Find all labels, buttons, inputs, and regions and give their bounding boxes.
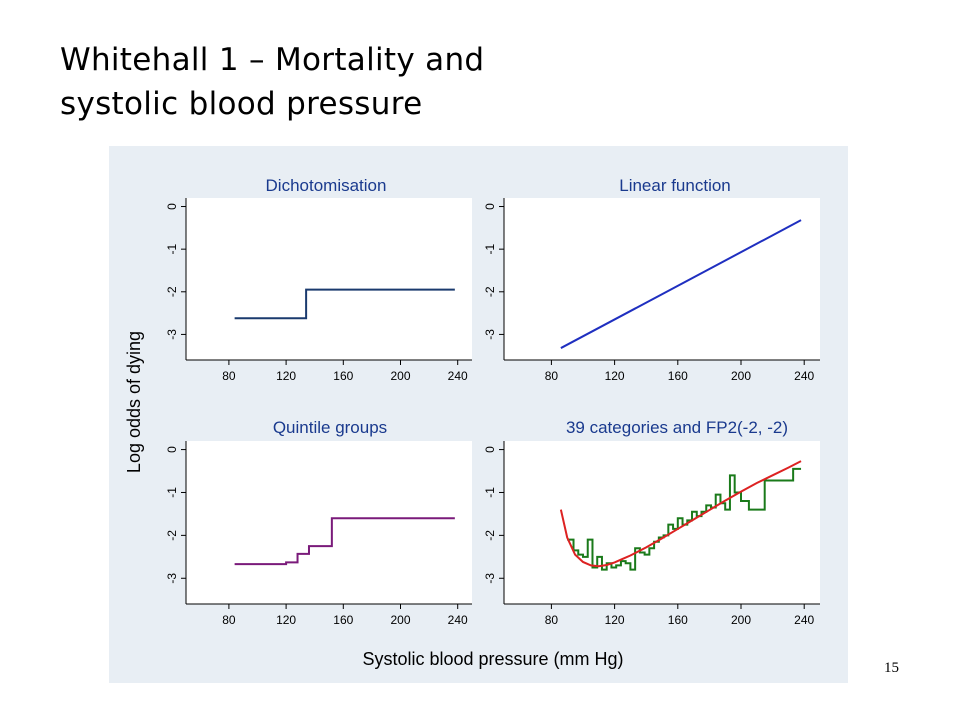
- y-tick-label: -1: [483, 487, 497, 498]
- y-tick-label: -2: [165, 530, 179, 541]
- chart-panel-3: Quintile groups 80 120 160 200 240 0 -1 -2 -3: [165, 418, 472, 627]
- y-tick-label: -2: [165, 286, 179, 297]
- page-number: 15: [884, 660, 899, 676]
- y-tick-label: -2: [483, 530, 497, 541]
- plot-area: [504, 441, 820, 604]
- x-tick-label: 120: [605, 613, 625, 627]
- x-tick-label: 80: [222, 613, 236, 627]
- y-tick-label: -1: [483, 243, 497, 254]
- series-line-1: [234, 288, 455, 320]
- y-axis-label: Log odds of dying: [124, 331, 144, 473]
- x-tick-label: 160: [668, 613, 688, 627]
- x-tick-label: 80: [222, 369, 236, 383]
- slide-title: Whitehall 1 – Mortality and systolic blo…: [60, 38, 484, 126]
- panel-title: Linear function: [619, 176, 731, 195]
- x-tick-label: 240: [794, 369, 814, 383]
- series-line-2: [559, 460, 802, 568]
- panel-title: Dichotomisation: [266, 176, 387, 195]
- x-tick-label: 160: [333, 369, 353, 383]
- x-tick-label: 120: [276, 613, 296, 627]
- chart-panel-1: Dichotomisation 80 120 160 200 240 0 -1 -2 -3: [165, 176, 472, 383]
- plot-area: [186, 198, 472, 360]
- y-tick-label: 0: [483, 203, 497, 210]
- x-tick-label: 240: [794, 613, 814, 627]
- panel-title: 39 categories and FP2(-2, -2): [566, 418, 788, 437]
- plot-area: [186, 441, 472, 604]
- plot-area: [504, 198, 820, 360]
- y-tick-label: 0: [165, 203, 179, 210]
- panel-title: Quintile groups: [273, 418, 387, 437]
- y-tick-label: -3: [165, 573, 179, 584]
- x-tick-label: 160: [668, 369, 688, 383]
- y-tick-label: -1: [165, 243, 179, 254]
- slide-title-line-1: Whitehall 1 – Mortality and: [60, 42, 485, 78]
- x-tick-label: 200: [731, 613, 751, 627]
- x-tick-label: 80: [545, 613, 559, 627]
- y-tick-label: -3: [165, 329, 179, 340]
- x-tick-label: 160: [333, 613, 353, 627]
- chart-panel-4: 39 categories and FP2(-2, -2) 80 120 160 200…: [483, 418, 820, 627]
- y-tick-label: -1: [165, 487, 179, 498]
- x-tick-label: 120: [605, 369, 625, 383]
- series-line-1: [234, 517, 455, 566]
- y-tick-label: -2: [483, 286, 497, 297]
- x-tick-label: 120: [276, 369, 296, 383]
- x-tick-label: 240: [448, 613, 468, 627]
- y-tick-label: -3: [483, 329, 497, 340]
- chart-panel-2: Linear function 80 120 160 200 240 0 -1 -2 -3: [483, 176, 820, 383]
- x-tick-label: 240: [448, 369, 468, 383]
- series-line-1: [560, 219, 802, 349]
- x-tick-label: 200: [731, 369, 751, 383]
- x-tick-label: 80: [545, 369, 559, 383]
- x-tick-label: 200: [390, 369, 410, 383]
- y-tick-label: 0: [483, 446, 497, 453]
- x-axis-label: Systolic blood pressure (mm Hg): [362, 649, 623, 669]
- x-tick-label: 200: [390, 613, 410, 627]
- y-tick-label: -3: [483, 573, 497, 584]
- slide-title-line-2: systolic blood pressure: [60, 86, 423, 122]
- y-tick-label: 0: [165, 446, 179, 453]
